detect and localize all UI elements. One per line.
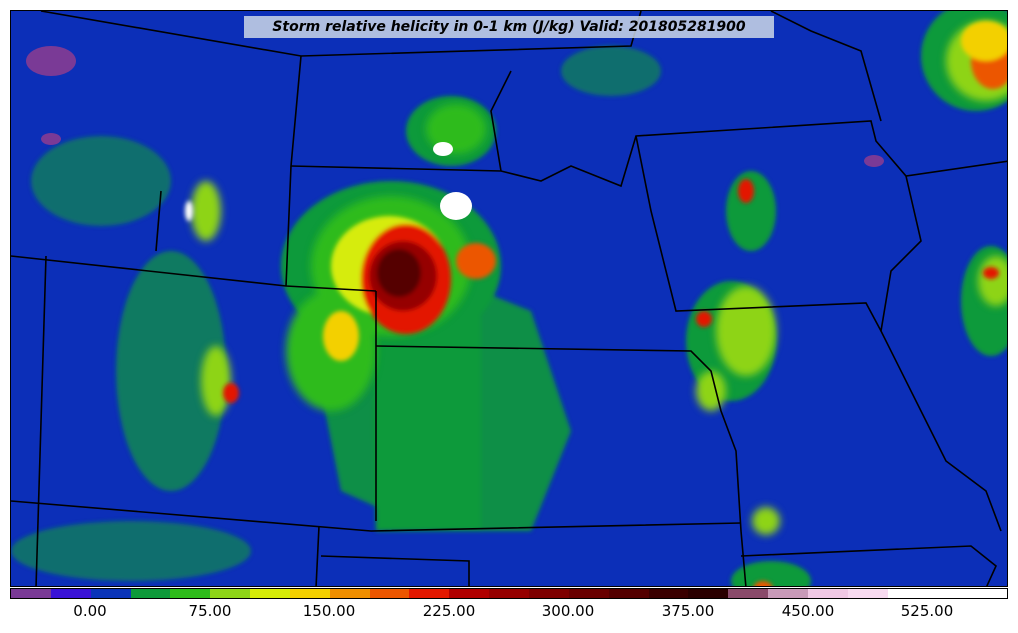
- colorbar-swatch: [250, 589, 290, 598]
- colorbar-swatch: [369, 589, 410, 598]
- colorbar-tick-label: 525.00: [900, 602, 954, 620]
- colorbar-swatch: [528, 589, 569, 598]
- colorbar-swatch: [927, 589, 968, 598]
- colorbar-tick-label: 150.00: [302, 602, 356, 620]
- colorbar-swatch: [50, 589, 91, 598]
- colorbar-swatch: [728, 589, 769, 598]
- colorbar-swatch: [409, 589, 450, 598]
- colorbar-swatch: [90, 589, 131, 598]
- colorbar-tick-label: 225.00: [422, 602, 476, 620]
- colorbar-swatch: [568, 589, 609, 598]
- colorbar-swatch: [768, 589, 808, 598]
- colorbar-swatch: [11, 589, 51, 598]
- colorbar-swatch: [967, 589, 1008, 598]
- colorbar-swatch: [489, 589, 529, 598]
- helicity-contours-high: [185, 21, 1007, 586]
- colorbar-tick-label: 0.00: [73, 602, 107, 620]
- colorbar-swatch: [329, 589, 370, 598]
- colorbar-swatch: [887, 589, 928, 598]
- map-panel: [10, 10, 1008, 587]
- colorbar-swatch: [648, 589, 689, 598]
- helicity-contours-extreme: [26, 46, 884, 220]
- colorbar-tick-label: 375.00: [661, 602, 715, 620]
- colorbar-swatch: [130, 589, 171, 598]
- colorbar-swatch: [170, 589, 211, 598]
- colorbar-swatch: [807, 589, 848, 598]
- colorbar-swatch: [608, 589, 649, 598]
- colorbar-swatch: [847, 589, 888, 598]
- colorbar-swatch: [688, 589, 729, 598]
- map-title: Storm relative helicity in 0-1 km (J/kg)…: [244, 16, 774, 38]
- colorbar-tick-label: 300.00: [541, 602, 595, 620]
- colorbar-swatch: [449, 589, 490, 598]
- helicity-map: [11, 11, 1007, 586]
- colorbar: [10, 588, 1008, 599]
- colorbar-swatch: [289, 589, 330, 598]
- colorbar-tick-label: 75.00: [188, 602, 232, 620]
- colorbar-swatch: [210, 589, 251, 598]
- colorbar-tick-label: 450.00: [781, 602, 835, 620]
